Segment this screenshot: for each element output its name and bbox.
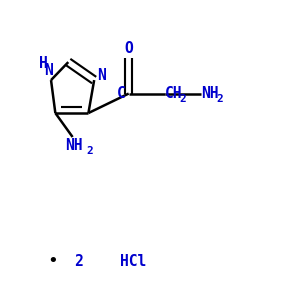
Text: O: O	[124, 41, 133, 55]
Text: 2: 2	[86, 146, 93, 157]
Text: HCl: HCl	[120, 254, 146, 269]
Text: •: •	[47, 252, 58, 270]
Text: N: N	[44, 63, 53, 78]
Text: H: H	[40, 56, 48, 71]
Text: C: C	[117, 86, 126, 101]
Text: 2: 2	[179, 94, 186, 104]
Text: 2: 2	[217, 94, 223, 104]
Text: NH: NH	[201, 86, 219, 101]
Text: NH: NH	[65, 138, 83, 153]
Text: 2: 2	[74, 254, 83, 269]
Text: CH: CH	[165, 86, 182, 101]
Text: N: N	[97, 68, 106, 83]
